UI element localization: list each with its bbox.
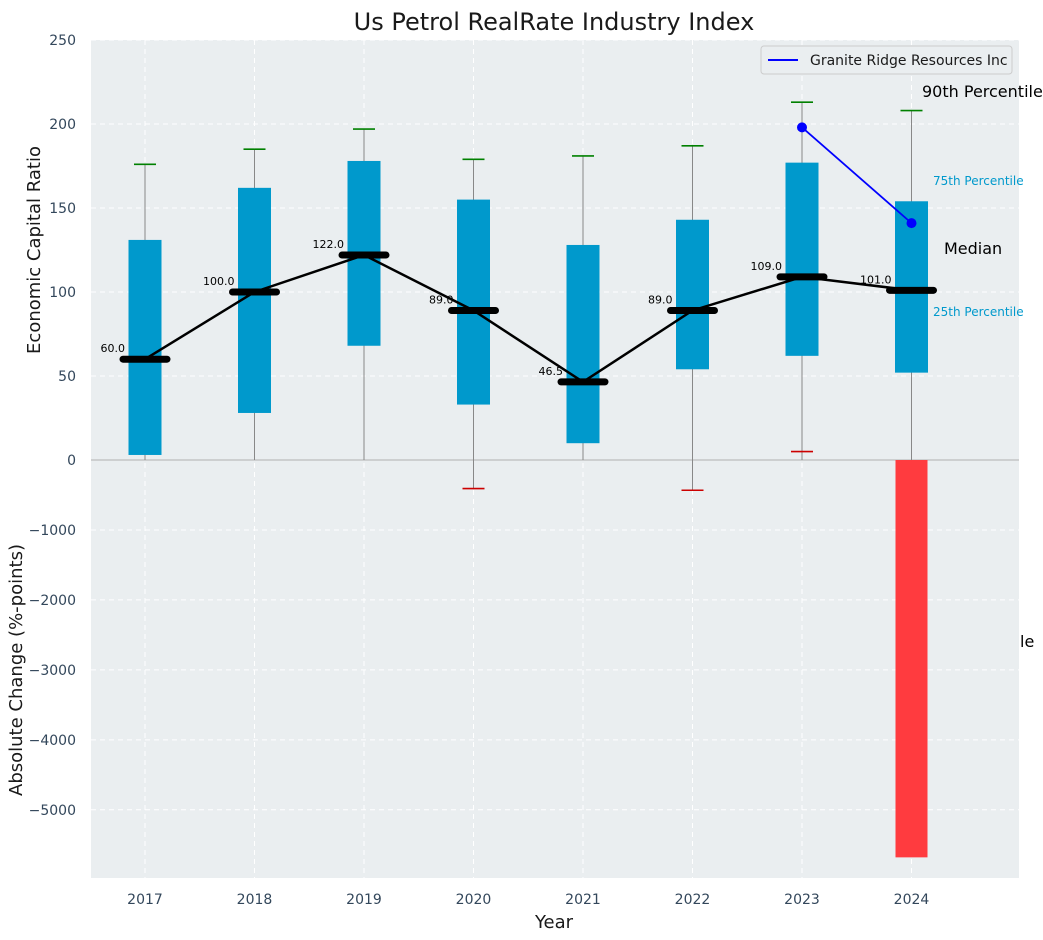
percentile-75-label: 75th Percentile	[933, 174, 1024, 188]
median-value-label-2019: 122.0	[313, 238, 345, 251]
y-tick-label-top: 0	[67, 453, 76, 469]
y-tick-label-top: 150	[49, 201, 76, 217]
chart-title: Us Petrol RealRate Industry Index	[354, 8, 755, 36]
x-tick-label: 2018	[237, 892, 273, 908]
median-value-label-2022: 89.0	[648, 293, 673, 306]
median-value-label-2021: 46.5	[539, 365, 564, 378]
median-value-label-2017: 60.0	[101, 342, 126, 355]
axes: 0 50 100 150 200 250 −1000 −2000 −3000 −4000 −5000…	[29, 33, 930, 908]
bottom-panel	[895, 460, 928, 858]
company-point-2024	[906, 218, 917, 229]
median-trend-line	[144, 253, 912, 384]
y-tick-label-top: 250	[49, 33, 76, 49]
legend: Granite Ridge Resources Inc	[760, 45, 1013, 75]
plot-area-background	[91, 40, 1019, 878]
x-tick-label: 2023	[784, 892, 820, 908]
x-axis-label: Year	[534, 912, 574, 933]
company-series-line	[801, 126, 913, 224]
bottom-clipped-label: le	[1020, 632, 1034, 651]
box-2021	[566, 244, 600, 444]
median-value-label-2023: 109.0	[751, 260, 783, 273]
y-tick-label-top: 100	[49, 285, 76, 301]
y-tick-label-bottom: −1000	[29, 523, 76, 539]
y-tick-label-top: 200	[49, 117, 76, 133]
x-tick-label: 2022	[675, 892, 711, 908]
box-2022	[676, 219, 709, 370]
top-panel: 60.0 100.0 122.0 89.0 46.5 89.0 109.0 101.0	[101, 101, 937, 492]
x-tick-label: 2024	[894, 892, 930, 908]
legend-box	[760, 45, 1013, 75]
legend-label-granite-ridge: Granite Ridge Resources Inc	[810, 53, 1008, 69]
box-2020	[457, 199, 490, 405]
y-tick-label-bottom: −2000	[29, 593, 76, 609]
change-bar-2024	[895, 460, 928, 858]
y-axis-label-bottom: Absolute Change (%-points)	[6, 544, 27, 796]
box-2017	[128, 239, 162, 455]
box-2023	[785, 162, 819, 356]
x-tick-label: 2017	[127, 892, 163, 908]
y-tick-label-bottom: −4000	[29, 733, 76, 749]
x-tick-label: 2021	[565, 892, 601, 908]
median-label: Median	[944, 239, 1002, 258]
x-tick-label: 2020	[456, 892, 492, 908]
y-tick-label-top: 50	[58, 369, 76, 385]
box-2018	[238, 187, 271, 413]
y-tick-label-bottom: −3000	[29, 663, 76, 679]
y-tick-label-bottom: −5000	[29, 803, 76, 819]
median-value-label-2020: 89.0	[429, 293, 454, 306]
percentile-25-label: 25th Percentile	[933, 305, 1024, 319]
y-axis-label-top: Economic Capital Ratio	[24, 146, 45, 354]
company-point-2023	[797, 122, 807, 133]
median-value-label-2024: 101.0	[860, 273, 892, 286]
median-value-label-2018: 100.0	[203, 275, 235, 288]
x-tick-label: 2019	[346, 892, 382, 908]
percentile-90-label: 90th Percentile	[922, 82, 1043, 101]
